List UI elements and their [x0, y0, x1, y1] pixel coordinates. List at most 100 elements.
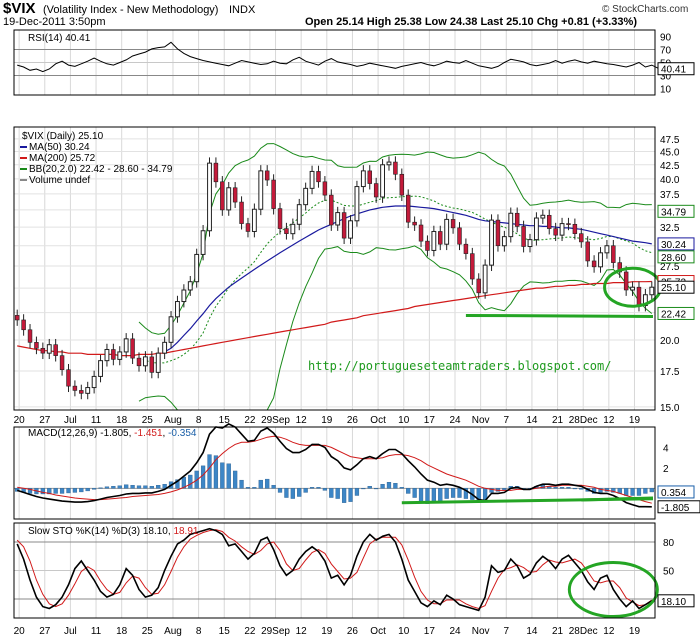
macd-histogram-bar: [111, 486, 116, 489]
candle-down: [239, 201, 244, 224]
price-tick-label: 42.5: [660, 161, 680, 172]
candle-down: [284, 228, 289, 234]
legend-label: BB(20,2.0) 22.42 - 28.60 - 34.79: [29, 164, 173, 175]
candle-down: [425, 240, 430, 251]
price-frame: [13, 126, 656, 411]
stoch-frame: [13, 522, 656, 619]
date-axis-label: 12: [603, 626, 615, 637]
candle-up: [85, 387, 91, 394]
macd-histogram-bar: [624, 488, 629, 496]
candle-down: [457, 227, 462, 245]
candle-up: [527, 239, 533, 248]
candle-up: [309, 170, 315, 189]
candle-up: [335, 212, 341, 226]
date-axis-label: 12: [296, 415, 308, 426]
macd-histogram-bar: [156, 485, 161, 489]
date-axis-label: 10: [398, 415, 410, 426]
price-tick-label: 37.5: [660, 190, 680, 201]
price-last-label-box: [657, 237, 695, 251]
macd-trend-line-2: [581, 496, 654, 502]
candle-up: [380, 164, 385, 198]
candle-up: [630, 286, 635, 291]
macd-histogram-bar: [463, 488, 469, 499]
date-axis-label: 29Sep: [261, 415, 290, 426]
macd-histogram-bar: [188, 474, 193, 489]
macd-last-label: -1.805: [661, 503, 690, 514]
candle-down: [14, 315, 20, 321]
macd-histogram-bar: [200, 465, 206, 489]
symbol-name: (Volatility Index - New Methodology): [43, 4, 218, 16]
candle-down: [264, 170, 270, 181]
date-axis-label: 7: [504, 415, 510, 426]
date-axis-label: 22: [244, 415, 256, 426]
date-axis-label: 26: [347, 415, 359, 426]
price-last-label-box: [657, 250, 695, 264]
date-axis-label: 8: [196, 415, 202, 426]
date-axis-label: 25: [142, 626, 154, 637]
candle-up: [360, 170, 366, 188]
macd-histogram-bar: [374, 488, 379, 490]
copyright-text: © StockCharts.com: [602, 4, 688, 15]
candle-up: [123, 338, 129, 353]
date-axes: 20 27 Jul 11 18 25 Aug 8 15 22 29Sep 12 19 26 Oct 10 17 2…: [14, 415, 641, 637]
macd-title-part: -0.354: [168, 428, 197, 439]
candle-down: [277, 208, 283, 229]
macd-histogram-bar: [162, 484, 167, 489]
macd-histogram-bar: [329, 488, 334, 498]
candle-up: [489, 219, 494, 266]
candle-down: [418, 224, 424, 242]
candle-down: [412, 221, 417, 226]
price-title: $VIX (Daily) 25.10: [22, 131, 104, 142]
macd-histogram-bar: [277, 488, 283, 493]
date-axis-label: 11: [91, 626, 102, 637]
macd-histogram-bar: [98, 487, 103, 489]
candle-up: [354, 186, 360, 222]
macd-histogram-bar: [559, 487, 565, 489]
rsi-tick-label: 70: [660, 46, 672, 57]
date-axis-label: 8: [196, 626, 202, 637]
legend-label: Volume undef: [29, 175, 90, 186]
candle-down: [566, 223, 571, 225]
macd-histogram-bar: [265, 478, 270, 489]
price-last-label: 22.42: [661, 309, 686, 320]
candle-up: [226, 187, 232, 211]
candle-up: [91, 375, 97, 389]
macd-title-part: ,: [163, 428, 169, 439]
date-axis-label: 14: [526, 626, 538, 637]
symbol-exchange: INDX: [229, 4, 256, 16]
stoch-last-label: 18.10: [661, 597, 686, 608]
candle-up: [649, 286, 655, 296]
candle-up: [348, 220, 353, 239]
macd-histogram-bar: [220, 462, 225, 489]
macd-histogram-bar: [284, 488, 289, 498]
macd-histogram-bar: [316, 487, 321, 489]
candle-up: [104, 348, 110, 362]
macd-last-label-box: [657, 500, 700, 514]
macd-histogram-bar: [309, 487, 315, 489]
macd-histogram-bar: [226, 463, 231, 489]
candle-up: [98, 360, 103, 377]
macd-histogram-bar: [79, 488, 84, 493]
candle-up: [117, 351, 123, 360]
price-last-label: 34.79: [661, 207, 686, 218]
macd-histogram-bar: [15, 488, 20, 492]
candle-up: [168, 316, 174, 343]
macd-histogram-bar: [335, 488, 340, 499]
macd-histogram-bar: [130, 485, 135, 489]
macd-histogram-bar: [636, 488, 642, 496]
rsi-line: [17, 41, 665, 73]
macd-histogram-bar: [450, 488, 456, 498]
macd-signal-line: [17, 435, 652, 504]
candle-down: [405, 194, 411, 223]
macd-histogram-bar: [149, 486, 154, 489]
macd-histogram-bar: [348, 488, 353, 502]
candle-down: [72, 385, 78, 391]
date-axis-label: 19: [629, 626, 641, 637]
macd-histogram-bar: [85, 488, 90, 492]
macd-histogram-bar: [341, 488, 347, 503]
macd-histogram-bar: [643, 488, 648, 494]
macd-histogram-bar: [367, 486, 372, 489]
candle-up: [501, 236, 507, 247]
macd-histogram-bar: [630, 488, 635, 496]
macd-histogram-bar: [124, 484, 129, 489]
